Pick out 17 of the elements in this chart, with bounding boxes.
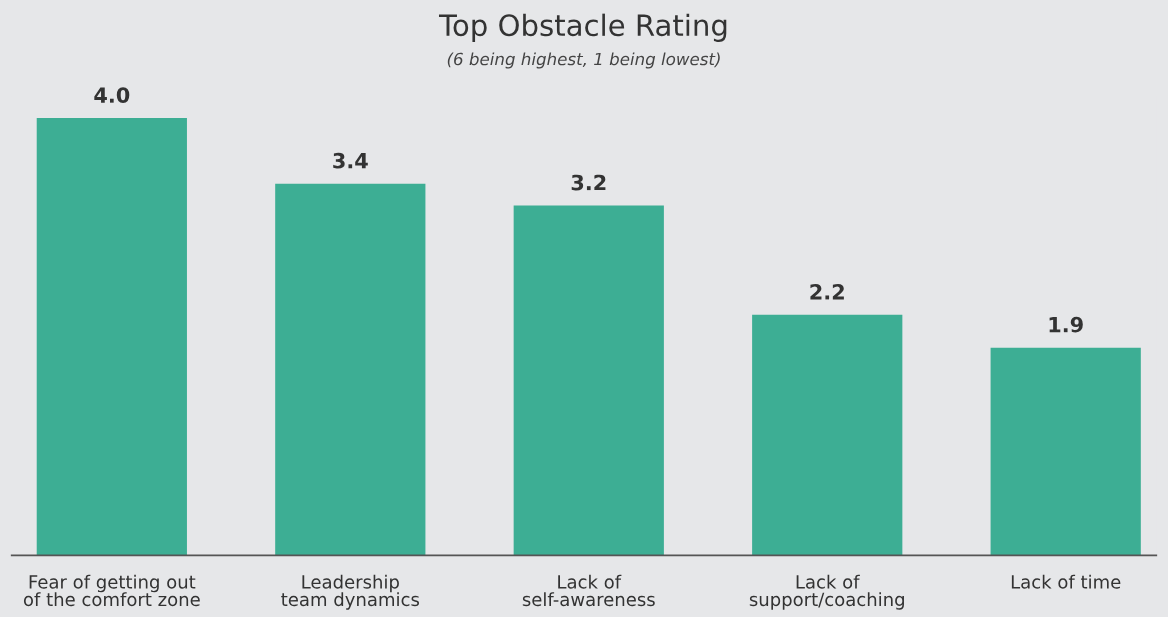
bar (275, 183, 426, 556)
bar (36, 118, 187, 556)
chart-title: Top Obstacle Rating (438, 13, 727, 42)
bar (752, 314, 903, 556)
x-tick-label: Lack of time (1011, 574, 1121, 589)
x-tick-label: Lack of self-awareness (522, 574, 655, 607)
data-label: 3.4 (333, 152, 368, 169)
data-label: 1.9 (1049, 316, 1083, 333)
x-tick-label: Fear of getting out of the comfort zone (23, 574, 200, 607)
data-label: 2.2 (810, 283, 844, 300)
data-label: 3.2 (571, 174, 606, 191)
chart-subtitle: (6 being highest, 1 being lowest) (447, 52, 720, 69)
bar (990, 347, 1141, 556)
x-tick-label: Lack of support/coaching (749, 574, 904, 610)
x-tick-label: Leadership team dynamics (281, 574, 420, 610)
data-label: 4.0 (94, 87, 130, 103)
bar (513, 205, 664, 556)
